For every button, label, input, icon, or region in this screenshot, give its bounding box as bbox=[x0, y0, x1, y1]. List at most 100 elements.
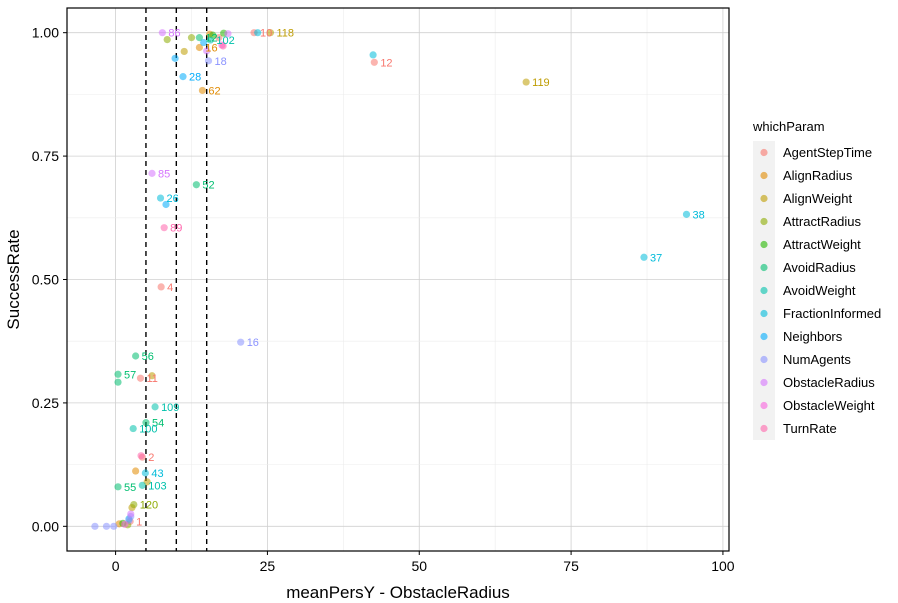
data-point bbox=[132, 352, 140, 360]
legend-label: AvoidWeight bbox=[783, 283, 856, 298]
x-tick-label: 50 bbox=[411, 558, 427, 574]
data-point bbox=[156, 194, 165, 202]
data-point bbox=[102, 522, 111, 530]
legend-label: AttractRadius bbox=[783, 214, 862, 229]
data-point bbox=[127, 510, 135, 518]
y-tick-label: 0.50 bbox=[32, 272, 59, 288]
y-tick-label: 1.00 bbox=[32, 25, 59, 41]
data-point bbox=[141, 469, 149, 477]
data-point bbox=[370, 58, 378, 66]
axes: 0 25 50 75 100 0.00 0.25 0.50 0.75 1.00 bbox=[32, 25, 735, 574]
x-tick-label: 0 bbox=[112, 558, 120, 574]
point-label: 119 bbox=[532, 77, 550, 89]
legend-key bbox=[760, 263, 768, 272]
point-label: 4 bbox=[167, 282, 173, 294]
data-point bbox=[163, 35, 171, 44]
point-label: 12 bbox=[380, 57, 392, 69]
point-labels: 12 10 4 11 2 1 62 16 119 118 120 52 56 57 54 55 12 109 100… bbox=[124, 28, 705, 529]
reference-lines bbox=[145, 8, 208, 551]
point-label: 118 bbox=[276, 28, 294, 40]
data-point bbox=[142, 419, 150, 427]
legend-items: AgentStepTime AlignRadius AlignWeight Attra… bbox=[753, 141, 881, 440]
point-label: 62 bbox=[208, 85, 220, 97]
point-label: 120 bbox=[140, 500, 158, 512]
point-label: 26 bbox=[167, 193, 179, 205]
data-point bbox=[198, 86, 207, 95]
data-point bbox=[138, 481, 146, 489]
data-point bbox=[266, 29, 275, 37]
point-label: 100 bbox=[139, 424, 157, 436]
data-point bbox=[369, 51, 377, 59]
point-label: 85 bbox=[158, 168, 170, 180]
data-point bbox=[132, 467, 140, 475]
legend-label: TurnRate bbox=[783, 421, 837, 436]
point-label: 89 bbox=[170, 223, 182, 235]
legend-label: AgentStepTime bbox=[783, 145, 872, 160]
data-point bbox=[206, 36, 214, 44]
data-point bbox=[640, 253, 648, 261]
data-point bbox=[137, 452, 145, 460]
point-label: 10 bbox=[260, 28, 272, 40]
legend-label: AttractWeight bbox=[783, 237, 861, 252]
data-point bbox=[136, 374, 145, 382]
data-point bbox=[682, 210, 691, 218]
legend-key bbox=[760, 286, 768, 295]
legend-key bbox=[760, 355, 768, 364]
legend-key bbox=[760, 424, 768, 433]
legend-label: AlignRadius bbox=[783, 168, 853, 183]
data-point bbox=[110, 522, 118, 530]
data-points bbox=[91, 29, 691, 530]
point-label: 18 bbox=[215, 56, 227, 68]
data-point bbox=[121, 520, 129, 528]
legend-label: AvoidRadius bbox=[783, 260, 856, 275]
legend-key bbox=[760, 401, 768, 410]
data-point bbox=[254, 29, 262, 37]
point-label: 55 bbox=[124, 482, 136, 494]
point-label: 52 bbox=[202, 180, 214, 192]
legend-key bbox=[760, 378, 768, 387]
legend-label: FractionInformed bbox=[783, 306, 881, 321]
point-label: 43 bbox=[151, 468, 163, 480]
y-tick-label: 0.75 bbox=[32, 148, 59, 164]
data-point bbox=[215, 34, 223, 42]
point-label: 109 bbox=[161, 402, 179, 414]
point-label: 28 bbox=[189, 72, 201, 84]
legend-key bbox=[760, 309, 768, 318]
data-point bbox=[162, 200, 170, 209]
point-label: 54 bbox=[152, 418, 164, 430]
data-point bbox=[219, 42, 227, 50]
legend-label: AlignWeight bbox=[783, 191, 853, 206]
legend-label: ObstacleWeight bbox=[783, 398, 875, 413]
data-point bbox=[157, 283, 165, 291]
data-point bbox=[114, 378, 122, 386]
legend-label: Neighbors bbox=[783, 329, 843, 344]
data-point bbox=[171, 54, 179, 62]
grid-layer bbox=[67, 8, 729, 551]
legend-key bbox=[760, 217, 768, 226]
legend-key bbox=[760, 240, 768, 249]
data-point bbox=[130, 500, 138, 509]
legend-label: NumAgents bbox=[783, 352, 851, 367]
data-point bbox=[129, 424, 137, 433]
point-label: 38 bbox=[692, 209, 704, 221]
data-point bbox=[195, 34, 203, 42]
x-tick-label: 100 bbox=[711, 558, 735, 574]
data-point bbox=[148, 169, 156, 177]
data-point bbox=[151, 403, 159, 411]
point-label: 102 bbox=[216, 35, 234, 47]
data-point bbox=[195, 43, 203, 52]
data-point bbox=[91, 522, 99, 530]
legend-title: whichParam bbox=[752, 119, 825, 134]
point-label: 57 bbox=[124, 369, 136, 381]
legend-key bbox=[760, 194, 768, 203]
legend-key bbox=[760, 332, 768, 341]
data-point bbox=[148, 372, 156, 380]
data-point bbox=[204, 57, 213, 65]
data-point bbox=[203, 47, 211, 55]
y-tick-label: 0.25 bbox=[32, 395, 59, 411]
data-point bbox=[187, 34, 196, 42]
x-axis-title: meanPersY - ObstacleRadius bbox=[286, 583, 510, 602]
legend-key bbox=[760, 171, 768, 180]
